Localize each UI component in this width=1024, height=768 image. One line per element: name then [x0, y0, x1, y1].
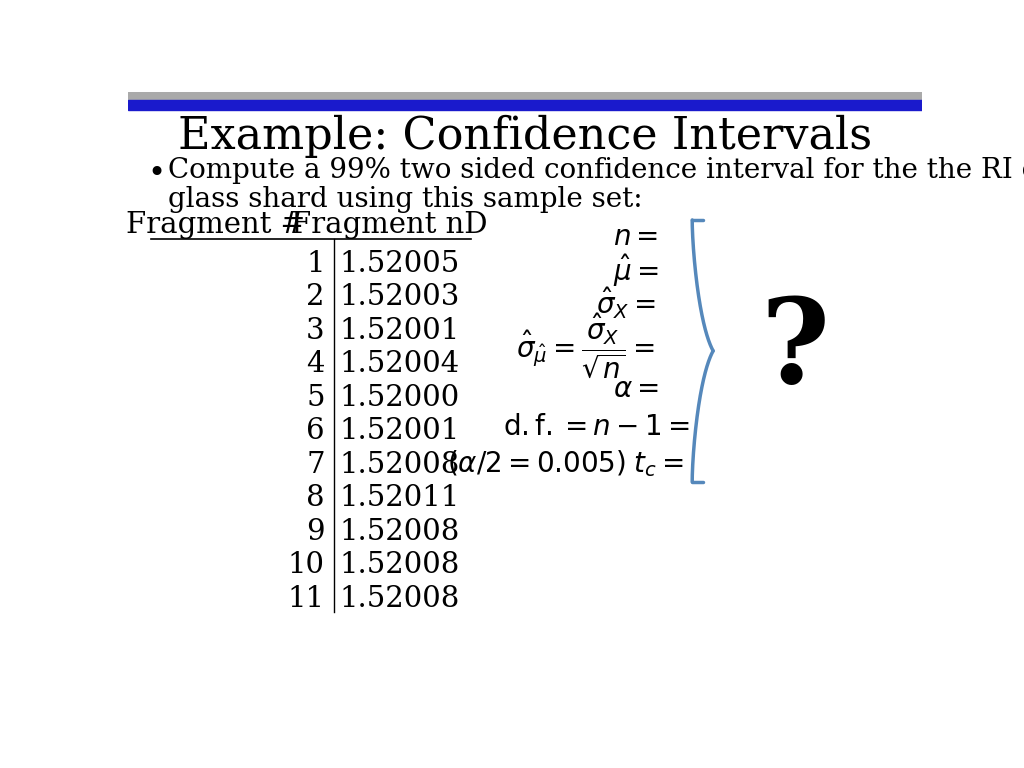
- Bar: [128, 92, 922, 100]
- Text: 1.52011: 1.52011: [340, 485, 460, 512]
- Text: 1.52001: 1.52001: [340, 417, 460, 445]
- Text: 1.52008: 1.52008: [340, 518, 460, 546]
- Text: 3: 3: [306, 317, 325, 345]
- Text: 11: 11: [288, 584, 325, 613]
- Text: Example: Confidence Intervals: Example: Confidence Intervals: [178, 115, 871, 158]
- Text: $(\alpha/2 = 0.005)\; t_c =$: $(\alpha/2 = 0.005)\; t_c =$: [447, 449, 684, 479]
- Text: 8: 8: [306, 485, 325, 512]
- Text: 4: 4: [306, 350, 325, 379]
- Text: $n =$: $n =$: [613, 223, 658, 251]
- Text: 7: 7: [306, 451, 325, 478]
- Text: 1.52008: 1.52008: [340, 451, 460, 478]
- Text: 6: 6: [306, 417, 325, 445]
- Text: $\hat{\sigma}_X =$: $\hat{\sigma}_X =$: [596, 285, 655, 321]
- Text: 1.52003: 1.52003: [340, 283, 460, 311]
- Text: 1.52008: 1.52008: [340, 584, 460, 613]
- Text: glass shard using this sample set:: glass shard using this sample set:: [168, 187, 643, 214]
- Text: •: •: [147, 159, 166, 188]
- Bar: [128, 100, 922, 110]
- Text: 1.52005: 1.52005: [340, 250, 460, 278]
- Text: $\mathrm{d.f.} = n - 1 =$: $\mathrm{d.f.} = n - 1 =$: [504, 413, 690, 441]
- Text: $\hat{\mu} =$: $\hat{\mu} =$: [612, 252, 658, 289]
- Text: 1.52000: 1.52000: [340, 384, 460, 412]
- Text: 9: 9: [306, 518, 325, 546]
- Text: 1.52001: 1.52001: [340, 317, 460, 345]
- Text: 10: 10: [288, 551, 325, 579]
- Text: Fragment nD: Fragment nD: [291, 211, 487, 240]
- Text: 1: 1: [306, 250, 325, 278]
- Text: $\alpha =$: $\alpha =$: [612, 376, 658, 403]
- Text: 5: 5: [306, 384, 325, 412]
- Text: Fragment #: Fragment #: [126, 211, 305, 240]
- Text: 1.52008: 1.52008: [340, 551, 460, 579]
- Text: Compute a 99% two sided confidence interval for the the RI of a: Compute a 99% two sided confidence inter…: [168, 157, 1024, 184]
- Text: 2: 2: [306, 283, 325, 311]
- Text: 1.52004: 1.52004: [340, 350, 460, 379]
- Text: ?: ?: [760, 293, 829, 409]
- Text: $\hat{\sigma}_{\hat{\mu}} = \dfrac{\hat{\sigma}_X}{\sqrt{n}} =$: $\hat{\sigma}_{\hat{\mu}} = \dfrac{\hat{…: [516, 312, 654, 380]
